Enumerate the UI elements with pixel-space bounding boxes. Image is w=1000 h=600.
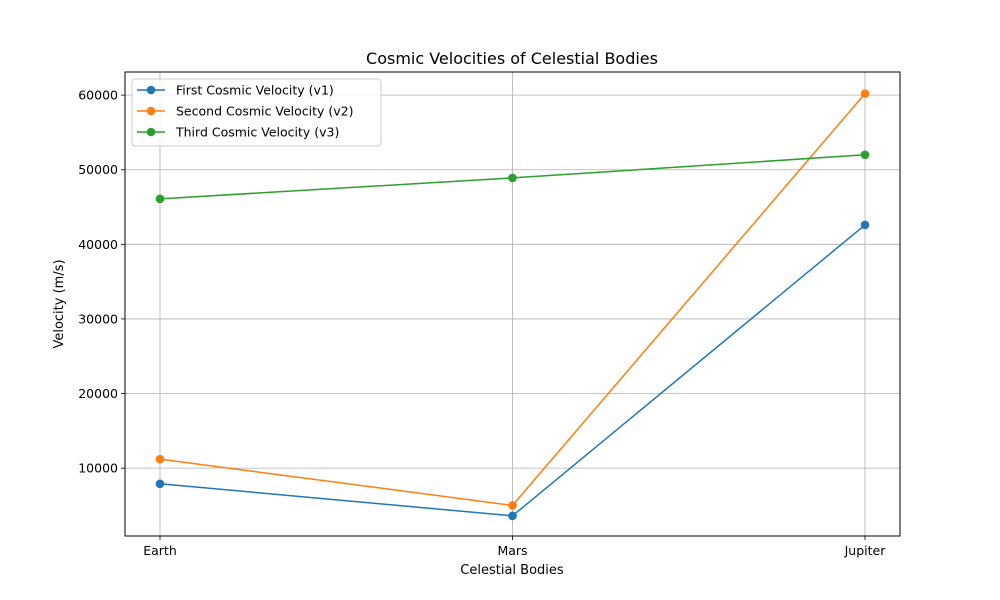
y-tick-label: 10000 — [78, 461, 118, 476]
legend-marker — [146, 106, 156, 116]
data-point — [860, 220, 870, 230]
data-point — [508, 501, 517, 510]
legend-label: First Cosmic Velocity (v1) — [176, 83, 334, 98]
data-point — [508, 511, 517, 521]
data-point — [508, 173, 517, 183]
x-tick-label: Earth — [143, 543, 177, 558]
grid — [125, 72, 900, 536]
y-axis: 10000 20000 30000 40000 50000 60000 — [78, 88, 125, 476]
data-point — [860, 150, 870, 160]
data-point — [155, 479, 165, 489]
chart-title: Cosmic Velocities of Celestial Bodies — [366, 49, 658, 68]
data-point — [155, 194, 165, 204]
y-tick-label: 40000 — [78, 237, 118, 252]
x-tick-label: Jupiter — [844, 543, 887, 558]
y-tick-label: 50000 — [78, 162, 118, 177]
data-point — [155, 454, 165, 464]
series-group — [155, 89, 870, 521]
y-tick-label: 60000 — [78, 88, 118, 103]
legend-label: Second Cosmic Velocity (v2) — [176, 104, 353, 119]
data-point — [860, 89, 870, 98]
legend-label: Third Cosmic Velocity (v3) — [175, 125, 339, 140]
x-axis-label: Celestial Bodies — [460, 563, 564, 578]
x-tick-label: Mars — [497, 543, 527, 558]
legend-marker — [146, 127, 156, 137]
y-tick-label: 30000 — [78, 311, 118, 326]
legend-box — [131, 78, 382, 147]
legend: First Cosmic Velocity (v1) Second Cosmic … — [131, 78, 382, 147]
y-tick-label: 20000 — [78, 386, 118, 401]
x-axis: Earth Mars Jupiter — [143, 536, 886, 558]
legend-marker — [146, 85, 156, 95]
y-axis-label: Velocity (m/s) — [52, 259, 67, 348]
